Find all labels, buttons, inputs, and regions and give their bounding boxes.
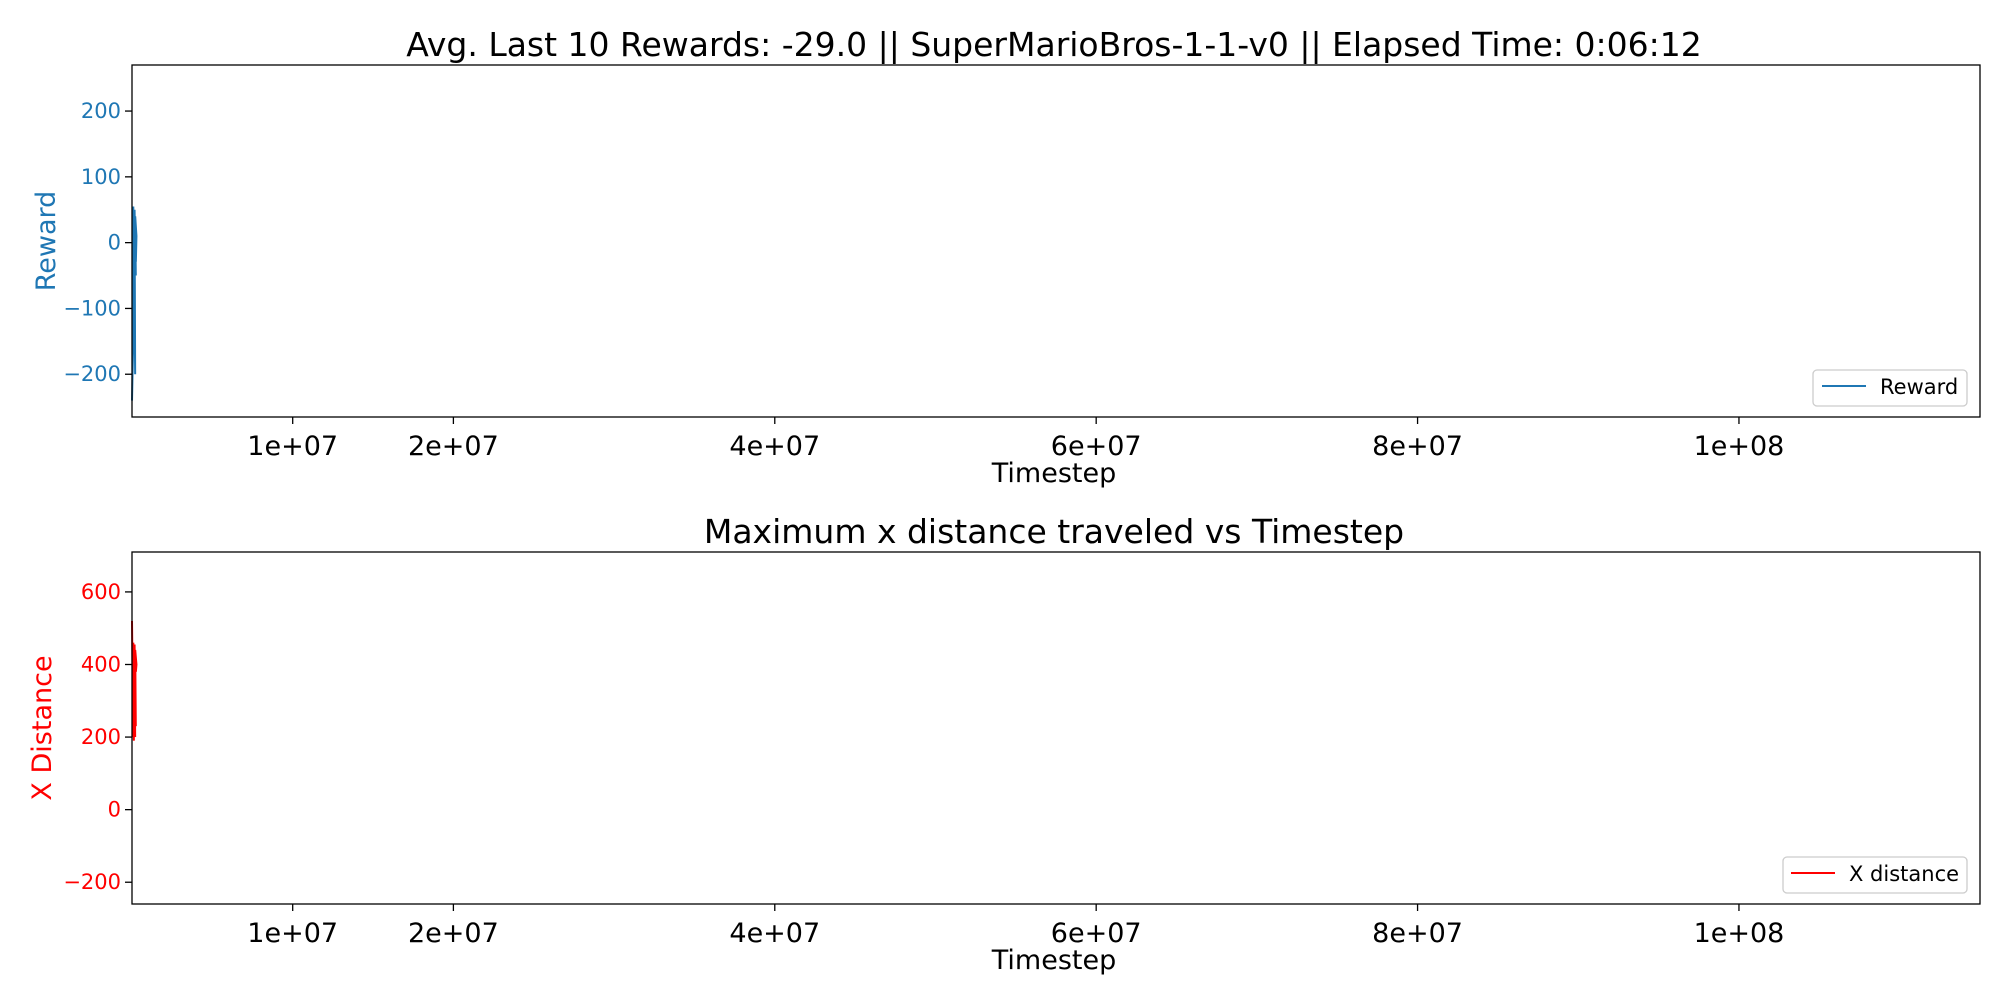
x-distance-x-tick-label: 2e+07 <box>408 918 499 949</box>
reward-chart: Avg. Last 10 Rewards: -29.0 || SuperMari… <box>31 25 1981 489</box>
x-distance-legend: X distance <box>1782 856 1968 894</box>
x-distance-x-tick-label: 1e+07 <box>247 918 338 949</box>
reward-x-tick-label: 6e+07 <box>1051 431 1142 462</box>
x-distance-x-tick-label: 8e+07 <box>1372 918 1463 949</box>
x-distance-y-tick-label: −200 <box>63 870 121 894</box>
reward-legend-label: Reward <box>1880 375 1958 399</box>
reward-x-tick-label: 1e+08 <box>1694 431 1785 462</box>
x-distance-x-tick-label: 6e+07 <box>1051 918 1142 949</box>
x-distance-x-tick-label: 1e+08 <box>1694 918 1785 949</box>
reward-plot-frame <box>131 64 1981 418</box>
x-distance-legend-label: X distance <box>1849 862 1959 886</box>
x-distance-x-ticks: 1e+07 2e+07 4e+07 6e+07 8e+07 1e+08 <box>247 904 1784 949</box>
x-distance-y-tick-label: 400 <box>81 652 121 676</box>
reward-x-tick-label: 4e+07 <box>729 431 820 462</box>
reward-x-ticks: 1e+07 2e+07 4e+07 6e+07 8e+07 1e+08 <box>247 417 1784 462</box>
x-distance-y-tick-label: 0 <box>108 798 121 822</box>
reward-series-line <box>131 206 138 401</box>
x-distance-y-tick-label: 600 <box>81 580 121 604</box>
reward-y-tick-label: 100 <box>81 165 121 189</box>
reward-x-tick-label: 2e+07 <box>408 431 499 462</box>
reward-series-layer <box>131 206 138 401</box>
reward-y-tick-label: −100 <box>63 296 121 320</box>
reward-y-tick-label: −200 <box>63 362 121 386</box>
x-distance-chart: Maximum x distance traveled vs Timestep … <box>27 512 1981 976</box>
reward-y-tick-label: 0 <box>108 231 121 255</box>
x-distance-y-tick-label: 200 <box>81 725 121 749</box>
x-distance-x-axis-label: Timestep <box>991 945 1116 976</box>
reward-chart-title: Avg. Last 10 Rewards: -29.0 || SuperMari… <box>406 25 1702 64</box>
x-distance-legend-box <box>1782 856 1968 894</box>
reward-x-axis-label: Timestep <box>991 458 1116 489</box>
x-distance-plot-frame <box>131 551 1981 905</box>
reward-x-tick-label: 1e+07 <box>247 431 338 462</box>
reward-y-ticks: 200 100 0 −100 −200 <box>63 99 132 386</box>
reward-y-axis-label: Reward <box>31 191 62 292</box>
x-distance-y-ticks: 600 400 200 0 −200 <box>63 580 132 894</box>
reward-x-tick-label: 8e+07 <box>1372 431 1463 462</box>
x-distance-chart-title: Maximum x distance traveled vs Timestep <box>704 512 1404 551</box>
reward-legend-box <box>1812 369 1968 407</box>
reward-y-tick-label: 200 <box>81 99 121 123</box>
x-distance-x-tick-label: 4e+07 <box>729 918 820 949</box>
x-distance-y-axis-label: X Distance <box>27 655 58 800</box>
reward-legend: Reward <box>1812 369 1968 407</box>
